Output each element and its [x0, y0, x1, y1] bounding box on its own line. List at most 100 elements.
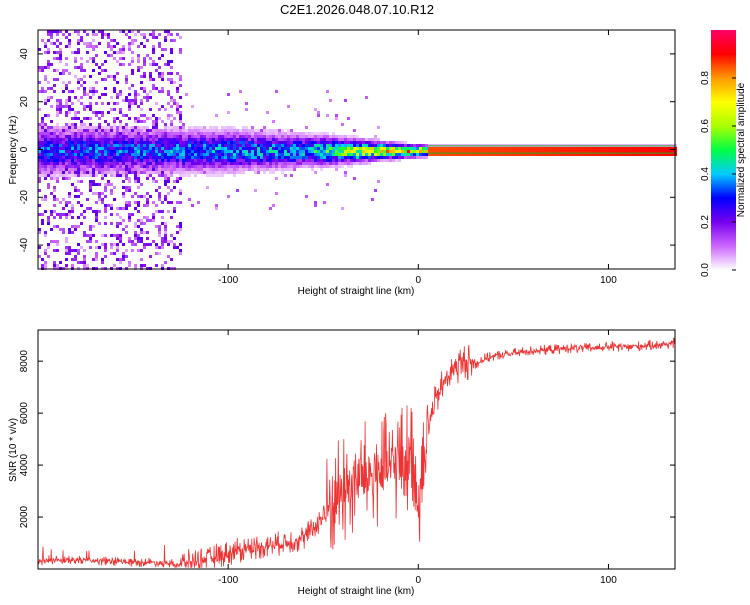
spectrogram-cell [311, 138, 314, 141]
spectrogram-cell [467, 153, 470, 156]
spectrogram-cell [98, 159, 101, 162]
spectrogram-cell [38, 81, 41, 84]
spectrogram-cell [71, 144, 74, 147]
spectrogram-cell [104, 69, 107, 72]
spectrogram-cell [365, 150, 368, 153]
spectrogram-cell [140, 258, 143, 261]
spectrogram-cell [212, 132, 215, 135]
spectrogram-cell [191, 159, 194, 162]
spectrogram-cell [314, 153, 317, 156]
spectrogram-cell [125, 171, 128, 174]
spectrogram-cell [38, 69, 41, 72]
spectrogram-cell [113, 162, 116, 165]
spectrogram-cell [164, 129, 167, 132]
spectrogram-cell [68, 195, 71, 198]
spectrogram-cell [71, 90, 74, 93]
spectrogram-cell [56, 108, 59, 111]
spectrogram-cell [350, 138, 353, 141]
spectrogram-cell [119, 90, 122, 93]
spectrogram-cell [281, 168, 284, 171]
spectrogram-cell [611, 147, 614, 150]
spectrogram-cell [185, 174, 188, 177]
spectrogram-cell [320, 135, 323, 138]
spectrogram-cell [41, 120, 44, 123]
spectrogram-cell [251, 135, 254, 138]
spectrogram-cell [95, 150, 98, 153]
spectrogram-cell [83, 162, 86, 165]
spectrogram-cell [218, 171, 221, 174]
spectrogram-cell [83, 171, 86, 174]
spectrogram-cell [158, 42, 161, 45]
spectrogram-cell [140, 165, 143, 168]
spectrogram-cell [170, 156, 173, 159]
spectrogram-cell [209, 147, 212, 150]
spectrogram-cell [119, 135, 122, 138]
spectrogram-cell [140, 102, 143, 105]
spectrogram-cell [92, 57, 95, 60]
spectrogram-cell [215, 156, 218, 159]
spectrogram-cell [266, 141, 269, 144]
spectrogram-cell [128, 162, 131, 165]
spectrogram-cell [605, 153, 608, 156]
spectrogram-cell [122, 51, 125, 54]
spectrogram-cell [230, 144, 233, 147]
spectrogram-cell [86, 132, 89, 135]
spectrogram-cell [68, 228, 71, 231]
spectrogram-cell [122, 180, 125, 183]
spectrogram-cell [53, 150, 56, 153]
spectrogram-cell [317, 165, 320, 168]
spectrogram-cell [128, 171, 131, 174]
spectrogram-cell [101, 102, 104, 105]
spectrogram-cell [326, 135, 329, 138]
spectrogram-cell [221, 138, 224, 141]
spectrogram-cell [173, 186, 176, 189]
spectrogram-cell [77, 156, 80, 159]
spectrogram-cell [296, 150, 299, 153]
spectrogram-cell [47, 168, 50, 171]
spectrogram-cell [164, 183, 167, 186]
spectrogram-cell [197, 129, 200, 132]
spectrogram-cell [281, 138, 284, 141]
spectrogram-cell [206, 141, 209, 144]
spectrogram-cell [257, 165, 260, 168]
spectrogram-cell [665, 147, 668, 150]
spectrogram-cell [587, 147, 590, 150]
spectrogram-cell [275, 156, 278, 159]
spectrogram-cell [116, 165, 119, 168]
spectrogram-cell [104, 147, 107, 150]
spectrogram-cell [290, 174, 293, 177]
spectrogram-cell [53, 69, 56, 72]
spectrogram-cell [137, 120, 140, 123]
spectrogram-cell [284, 150, 287, 153]
spectrogram-cell [467, 150, 470, 153]
spectrogram-cell [107, 150, 110, 153]
spectrogram-cell [68, 168, 71, 171]
spectrogram-cell [71, 135, 74, 138]
spectrogram-cell [125, 165, 128, 168]
spectrogram-cell [86, 150, 89, 153]
spectrogram-cell [164, 240, 167, 243]
spectrogram-cell [377, 126, 380, 129]
spectrogram-cell [50, 87, 53, 90]
spectrogram-cell [299, 159, 302, 162]
spectrogram-cell [557, 153, 560, 156]
spectrogram-cell [194, 162, 197, 165]
spectrogram-cell [320, 141, 323, 144]
spectrogram-cell [71, 174, 74, 177]
spectrogram-cell [65, 258, 68, 261]
spectrogram-cell [452, 147, 455, 150]
spectrogram-cell [47, 174, 50, 177]
spectrogram-cell [176, 171, 179, 174]
spectrogram-cell [71, 183, 74, 186]
spectrogram-cell [269, 141, 272, 144]
spectrogram-cell [614, 153, 617, 156]
spectrogram-cell [68, 123, 71, 126]
spectrogram-cell [86, 171, 89, 174]
spectrogram-cell [224, 132, 227, 135]
spectrogram-cell [65, 252, 68, 255]
spectrogram-cell [146, 132, 149, 135]
spectrogram-cell [275, 147, 278, 150]
spectrogram-cell [167, 156, 170, 159]
spectrogram-cell [95, 162, 98, 165]
spectrogram-cell [161, 129, 164, 132]
